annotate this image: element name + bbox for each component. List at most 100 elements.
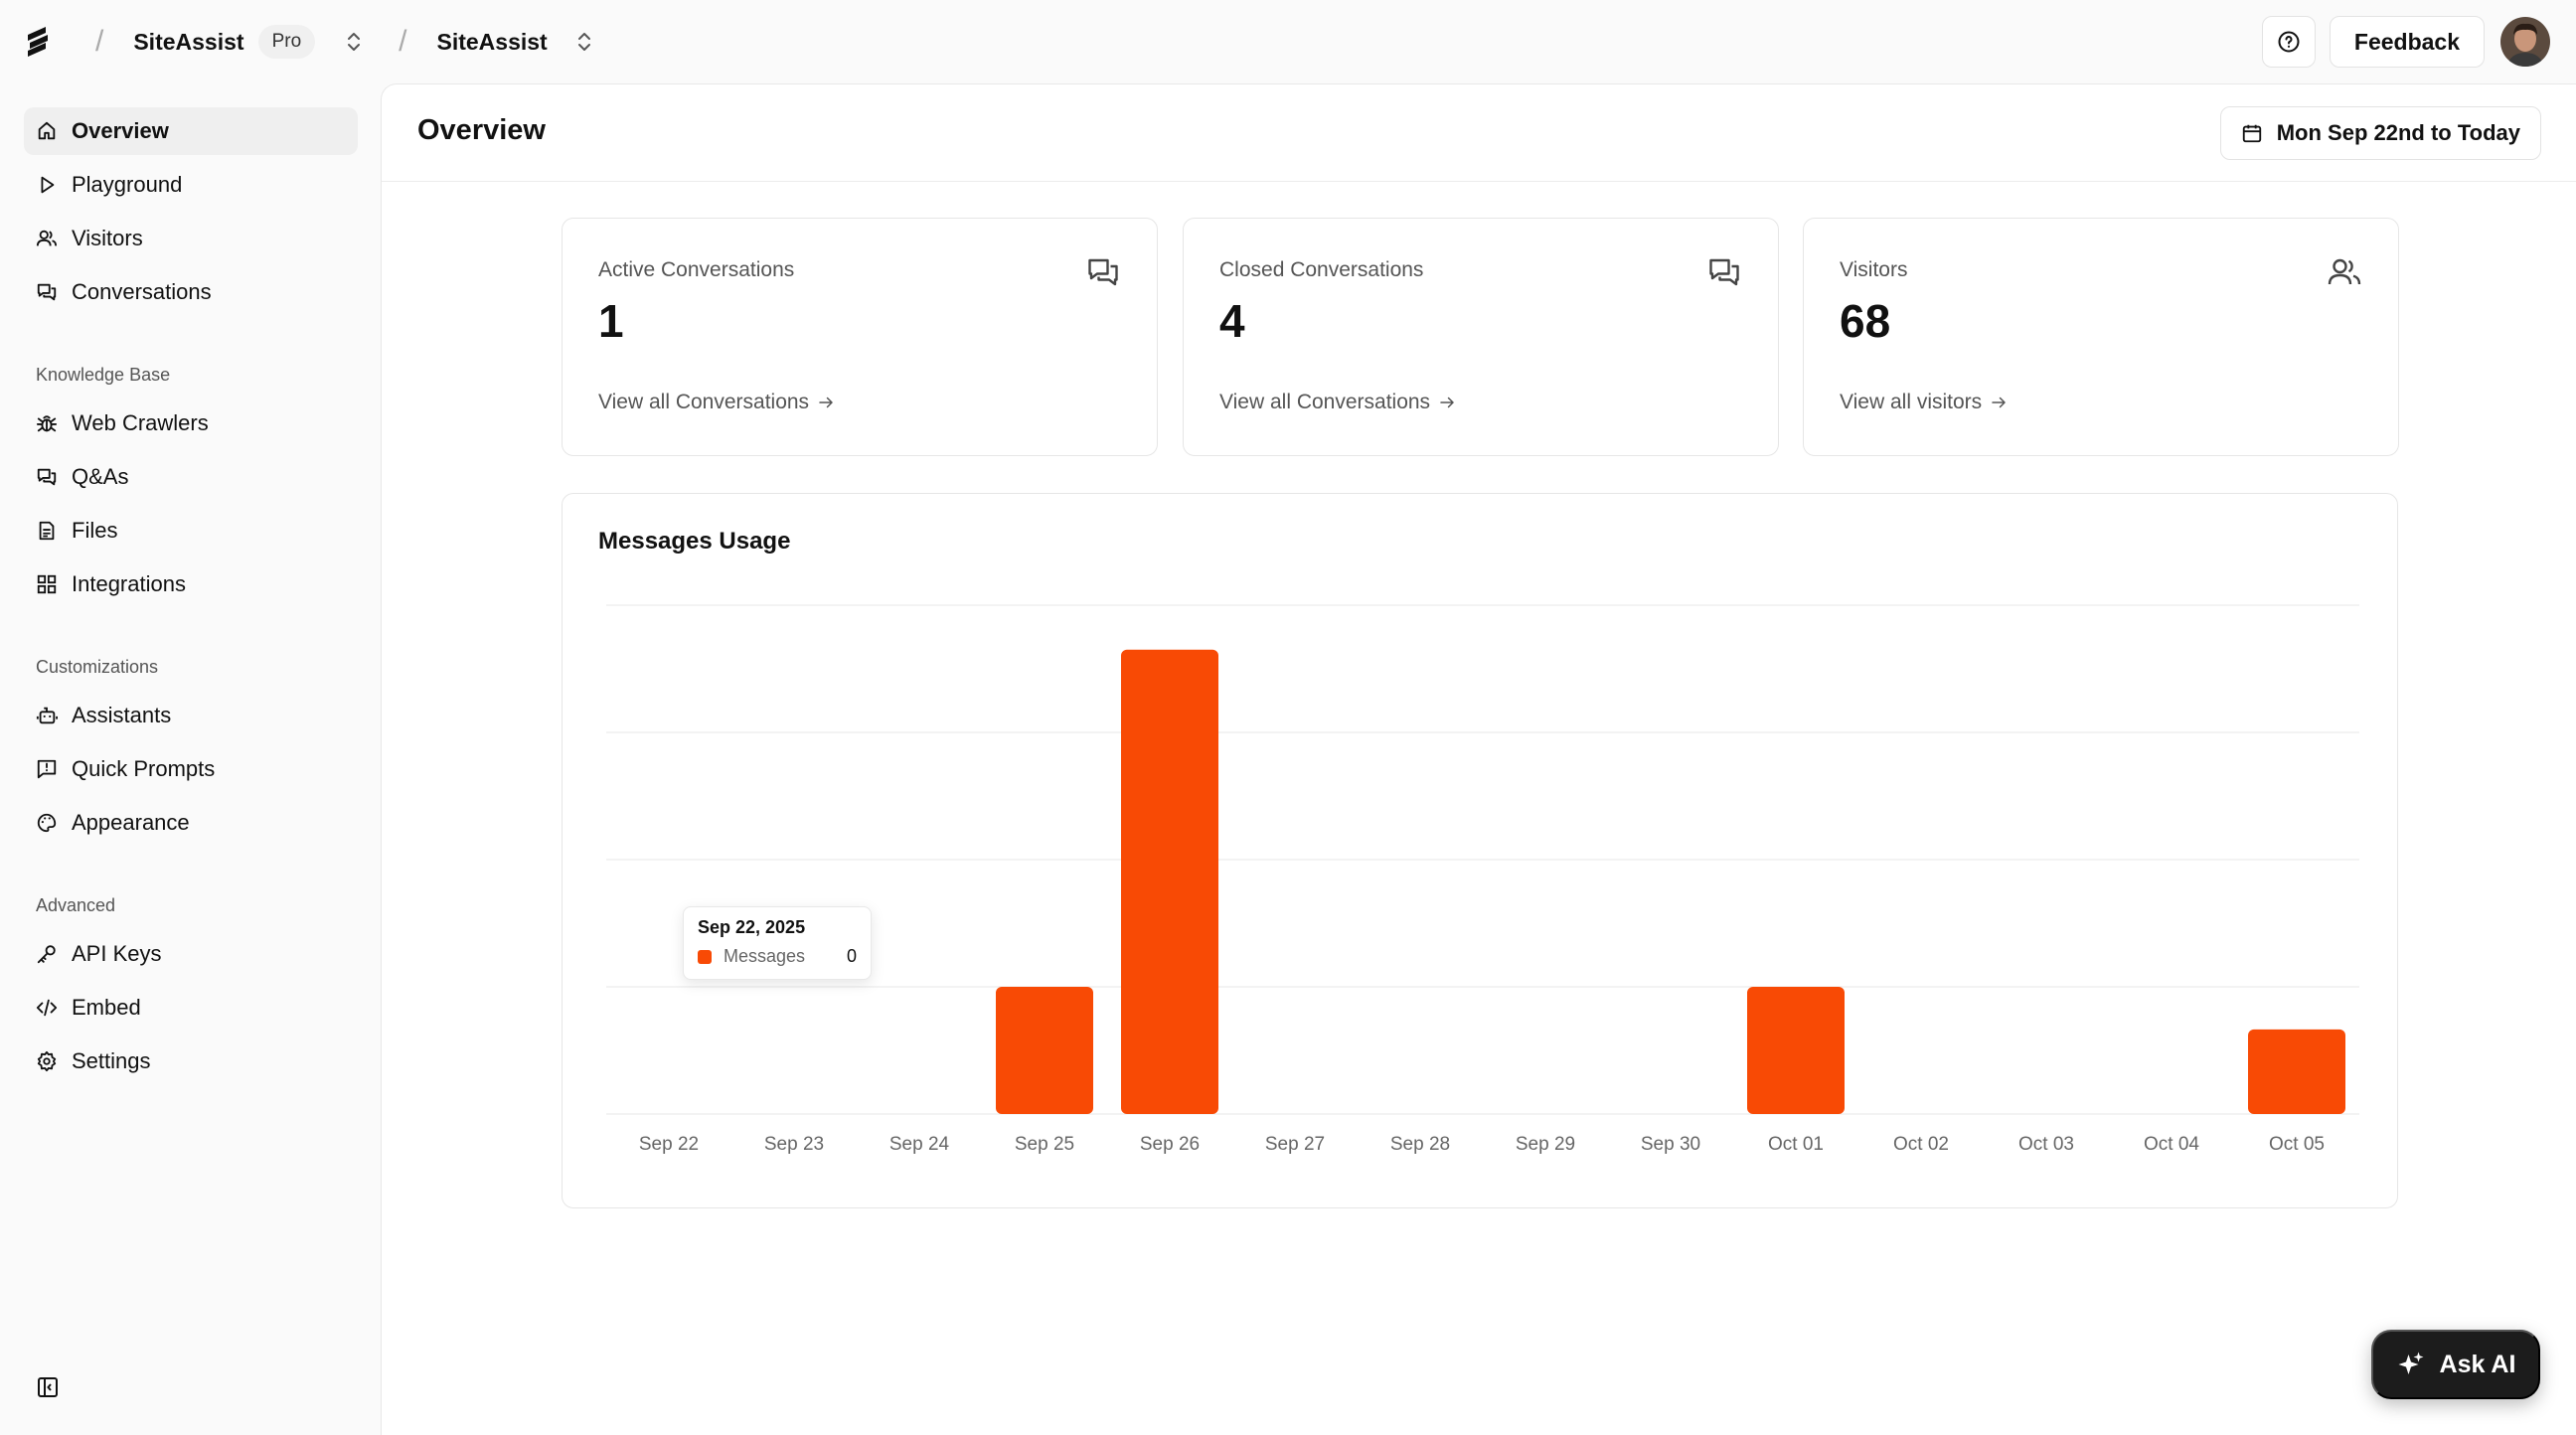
sidebar-item-label: Embed <box>72 995 141 1020</box>
breadcrumb-separator: / <box>399 25 407 58</box>
sidebar-item-label: Visitors <box>72 226 143 250</box>
sidebar-item-label: Integrations <box>72 571 186 596</box>
stat-value: 1 <box>598 295 624 347</box>
view-all-conversations-link[interactable]: View all Conversations <box>598 391 835 414</box>
help-button[interactable] <box>2261 16 2316 68</box>
x-tick-label: Sep 25 <box>1015 1134 1074 1155</box>
workspace-name: SiteAssist <box>133 28 244 55</box>
play-icon <box>41 176 55 194</box>
help-circle-icon <box>2278 31 2300 53</box>
feedback-button[interactable]: Feedback <box>2329 16 2485 68</box>
users-icon <box>36 230 58 246</box>
breadcrumb-separator: / <box>95 25 104 58</box>
link-label: View all Conversations <box>598 391 810 413</box>
tooltip-series-name: Messages <box>724 946 806 966</box>
plan-badge: Pro <box>257 25 316 59</box>
date-range-picker[interactable]: Mon Sep 22nd to Today <box>2219 106 2541 160</box>
ask-ai-button[interactable]: Ask AI <box>2371 1330 2540 1399</box>
x-tick-label: Oct 04 <box>2144 1134 2199 1155</box>
sidebar-item-settings[interactable]: Settings <box>24 1037 358 1085</box>
stat-label: Closed Conversations <box>1219 258 1424 281</box>
section-knowledge-base: Knowledge Base <box>36 365 171 385</box>
sidebar-item-overview[interactable]: Overview <box>24 107 358 155</box>
sidebar-item-label: Overview <box>72 118 169 143</box>
bot-icon <box>36 707 58 724</box>
x-tick-label: Sep 26 <box>1140 1134 1200 1155</box>
x-tick-label: Sep 29 <box>1516 1134 1575 1155</box>
sidebar-item-playground[interactable]: Playground <box>24 161 358 209</box>
view-all-visitors-link[interactable]: View all visitors <box>1840 391 2008 414</box>
sparkles-icon <box>2398 1352 2424 1374</box>
sidebar: Overview Playground Visitors Conversatio… <box>0 83 381 1435</box>
sidebar-item-label: Conversations <box>72 279 212 304</box>
chat-icon <box>37 283 57 301</box>
x-tick-label: Oct 02 <box>1893 1134 1949 1155</box>
sidebar-collapse-button[interactable] <box>36 1375 60 1399</box>
tooltip-swatch <box>698 949 712 964</box>
sidebar-item-label: Settings <box>72 1048 151 1073</box>
link-label: View all Conversations <box>1219 391 1431 413</box>
x-tick-label: Oct 03 <box>2018 1134 2074 1155</box>
chart-bar[interactable] <box>1121 649 1218 1114</box>
messages-usage-card: Messages Usage Sep 22 Sep 23 Sep 24 Sep 25 S… <box>562 493 2398 1208</box>
page-header: Overview Mon Sep 22nd to Today <box>382 84 2576 182</box>
sidebar-item-embed[interactable]: Embed <box>24 984 358 1032</box>
chart-bar[interactable] <box>2248 1029 2345 1114</box>
x-tick-label: Sep 30 <box>1641 1134 1700 1155</box>
sidebar-item-label: Playground <box>72 172 183 197</box>
sidebar-item-appearance[interactable]: Appearance <box>24 799 358 847</box>
x-tick-label: Oct 05 <box>2269 1134 2325 1155</box>
stat-value: 4 <box>1219 295 1245 347</box>
project-name: SiteAssist <box>436 28 548 55</box>
chart-bar[interactable] <box>1747 987 1845 1114</box>
sidebar-item-files[interactable]: Files <box>24 507 358 555</box>
sidebar-item-integrations[interactable]: Integrations <box>24 560 358 608</box>
project-switcher[interactable]: SiteAssist <box>436 29 592 56</box>
date-range-label: Mon Sep 22nd to Today <box>2276 120 2520 145</box>
x-tick-label: Oct 01 <box>1768 1134 1824 1155</box>
chart-title: Messages Usage <box>598 528 791 555</box>
sidebar-item-visitors[interactable]: Visitors <box>24 215 358 262</box>
chart-tooltip: Sep 22, 2025 Messages 0 <box>683 906 872 980</box>
calendar-icon <box>2242 124 2261 143</box>
sidebar-item-label: Assistants <box>72 703 172 727</box>
sidebar-item-api-keys[interactable]: API Keys <box>24 930 358 978</box>
arrow-right-icon <box>1440 397 1454 408</box>
workspace-switcher[interactable]: SiteAssist Pro <box>133 25 363 59</box>
section-customizations: Customizations <box>36 657 159 677</box>
sidebar-item-assistants[interactable]: Assistants <box>24 692 358 739</box>
user-avatar[interactable] <box>2500 17 2550 67</box>
page-title: Overview <box>417 114 546 146</box>
home-icon <box>38 121 56 140</box>
chevrons-up-down-icon <box>575 31 593 53</box>
code-icon <box>36 999 58 1017</box>
x-tick-label: Sep 24 <box>889 1134 950 1155</box>
sidebar-item-label: Files <box>72 518 118 543</box>
x-tick-label: Sep 28 <box>1390 1134 1450 1155</box>
arrow-right-icon <box>819 397 833 408</box>
sidebar-item-label: Quick Prompts <box>72 756 216 781</box>
chart-bar[interactable] <box>996 987 1093 1114</box>
bug-icon <box>36 415 58 432</box>
file-icon <box>39 521 55 541</box>
stat-label: Visitors <box>1840 258 1908 281</box>
palette-icon <box>37 813 57 833</box>
top-bar: / SiteAssist Pro / SiteAssist Feedback <box>0 0 2576 83</box>
sidebar-item-conversations[interactable]: Conversations <box>24 268 358 316</box>
stat-label: Active Conversations <box>598 258 795 281</box>
chat-icon <box>37 468 57 486</box>
tooltip-date: Sep 22, 2025 <box>698 917 806 937</box>
panel-left-icon <box>38 1377 58 1397</box>
chevrons-up-down-icon <box>345 31 363 53</box>
sidebar-item-label: Appearance <box>72 810 190 835</box>
gear-icon <box>37 1050 57 1072</box>
ask-ai-label: Ask AI <box>2439 1350 2516 1378</box>
sidebar-item-qas[interactable]: Q&As <box>24 453 358 501</box>
sidebar-item-quick-prompts[interactable]: Quick Prompts <box>24 745 358 793</box>
sidebar-item-web-crawlers[interactable]: Web Crawlers <box>24 399 358 447</box>
chat-icon <box>1088 258 1118 286</box>
sidebar-item-label: Q&As <box>72 464 129 489</box>
link-label: View all visitors <box>1840 391 1983 413</box>
app-logo[interactable] <box>26 20 60 64</box>
view-all-conversations-link[interactable]: View all Conversations <box>1219 391 1456 414</box>
